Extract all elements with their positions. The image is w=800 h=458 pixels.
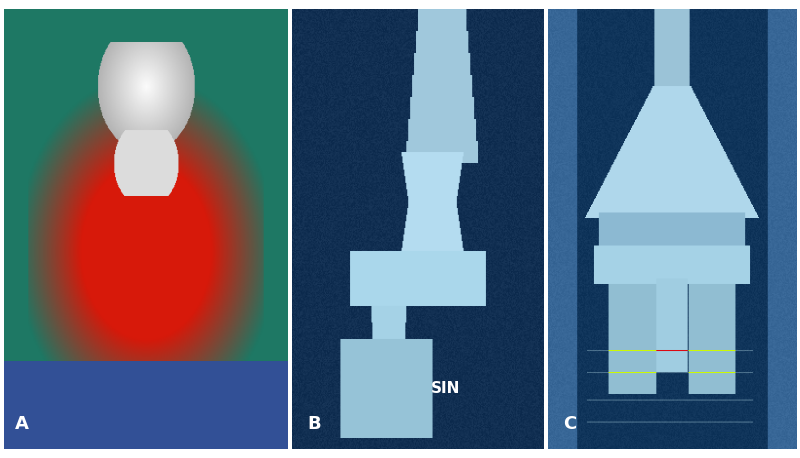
Text: C: C — [563, 415, 576, 433]
Text: B: B — [307, 415, 321, 433]
Text: A: A — [15, 415, 30, 433]
Text: SIN: SIN — [430, 381, 460, 396]
